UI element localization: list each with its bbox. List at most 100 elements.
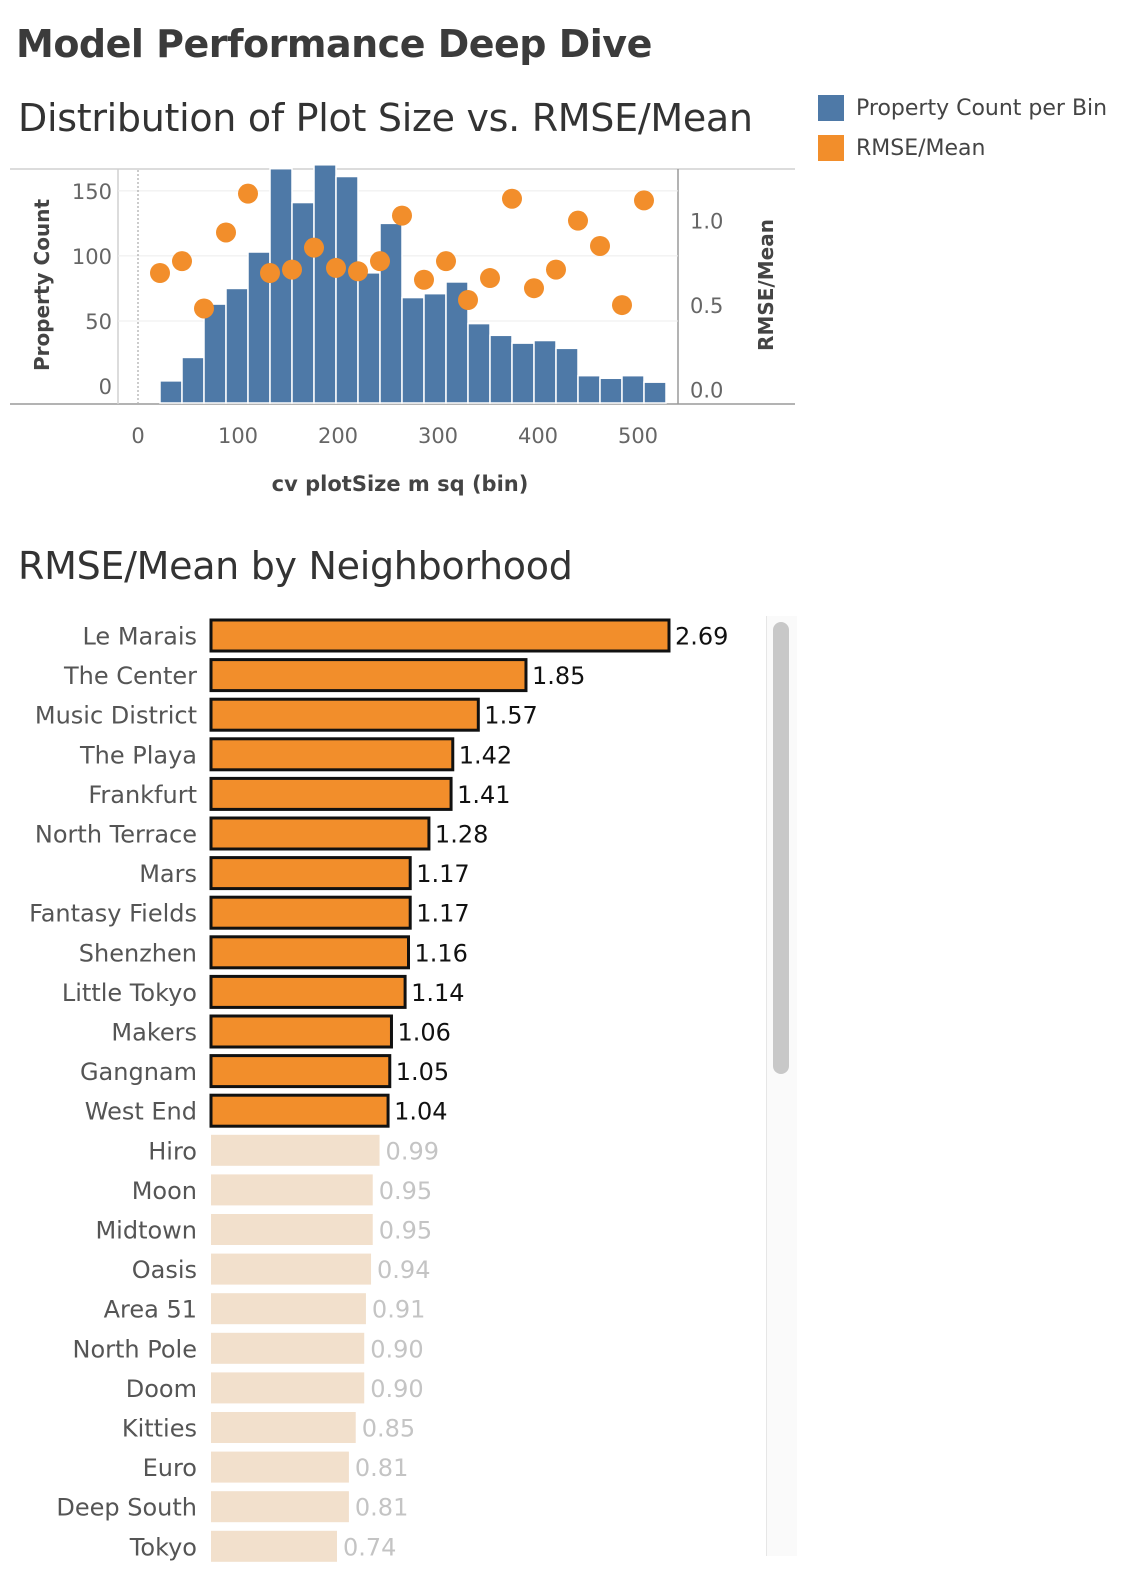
highlighted-bar: [209, 816, 431, 851]
histogram-bar: [621, 374, 645, 404]
category-label: Deep South: [56, 1494, 197, 1522]
value-label: 1.17: [416, 900, 469, 928]
highlighted-bar: [209, 935, 411, 970]
histogram-bar: [511, 342, 535, 404]
x-tick-label: 200: [318, 424, 358, 448]
category-label: The Playa: [79, 741, 197, 769]
rmse-point: [612, 295, 632, 316]
histogram-bar: [203, 303, 227, 404]
bar: [211, 1214, 373, 1245]
category-label: Fantasy Fields: [29, 900, 197, 928]
highlighted-bar: [209, 737, 455, 772]
highlighted-bar: [209, 776, 453, 811]
bar: [211, 1412, 356, 1443]
histogram-bar: [291, 201, 315, 404]
value-label: 0.99: [386, 1137, 439, 1165]
highlighted-bar: [209, 856, 412, 891]
category-label: Euro: [143, 1454, 197, 1482]
category-label: Moon: [132, 1177, 197, 1205]
x-tick-label: 100: [218, 424, 258, 448]
histogram-bar: [489, 334, 513, 404]
y2-axis-title: RMSE/Mean: [754, 219, 778, 351]
y-tick-label: 50: [85, 310, 112, 334]
value-label: 0.95: [379, 1217, 432, 1245]
rmse-point: [458, 290, 478, 311]
category-label: Makers: [111, 1019, 197, 1047]
histogram-title: Distribution of Plot Size vs. RMSE/Mean: [18, 96, 753, 140]
rmse-point: [326, 257, 346, 278]
scrollbar-thumb[interactable]: [773, 622, 789, 1074]
category-label: Midtown: [95, 1217, 197, 1245]
bar: [211, 1134, 380, 1166]
legend-item-property-count[interactable]: Property Count per Bin: [818, 88, 1107, 128]
histogram-bar: [269, 167, 293, 404]
category-label: Shenzhen: [79, 939, 197, 967]
legend-swatch-rmse-mean: [818, 135, 844, 161]
x-tick-label: 500: [618, 424, 658, 448]
value-label: 1.16: [415, 939, 468, 967]
value-label: 0.94: [377, 1256, 430, 1284]
histogram-bar: [357, 272, 381, 404]
value-label: 1.05: [396, 1058, 449, 1086]
highlighted-bar: [209, 1014, 393, 1049]
category-label: Kitties: [122, 1415, 197, 1443]
y-tick-label: 0: [99, 375, 112, 399]
rmse-point: [546, 259, 566, 280]
histogram-bar: [225, 287, 249, 404]
category-label: North Terrace: [35, 821, 197, 849]
rmse-point: [194, 298, 214, 319]
rmse-point: [414, 269, 434, 290]
rmse-point: [502, 188, 522, 209]
histogram-bar: [467, 322, 491, 404]
bar: [211, 1491, 349, 1523]
value-label: 0.90: [370, 1335, 423, 1363]
value-label: 2.69: [675, 623, 728, 651]
category-label: Little Tokyo: [62, 979, 197, 1007]
highlighted-bar: [209, 1093, 390, 1128]
category-label: Le Marais: [82, 623, 197, 651]
histogram-bar: [335, 175, 359, 404]
rmse-point: [480, 268, 500, 289]
category-label: Music District: [35, 702, 197, 730]
legend-swatch-property-count: [818, 95, 844, 121]
bar: [211, 1372, 365, 1404]
y-tick-label: 150: [72, 180, 112, 204]
category-label: Mars: [139, 860, 197, 888]
value-label: 0.81: [355, 1454, 408, 1482]
highlighted-bar: [209, 658, 528, 693]
value-label: 0.85: [362, 1415, 415, 1443]
x-tick-label: 0: [131, 424, 144, 448]
category-label: Oasis: [132, 1256, 197, 1284]
bar: [211, 1451, 349, 1483]
rmse-point: [568, 210, 588, 231]
category-label: West End: [85, 1098, 197, 1126]
histogram-bar: [555, 347, 579, 404]
value-label: 0.81: [355, 1494, 408, 1522]
rmse-point: [436, 251, 456, 272]
category-label: Gangnam: [80, 1058, 197, 1086]
value-label: 1.41: [457, 781, 510, 809]
bar: [211, 1293, 366, 1325]
dashboard-title: Model Performance Deep Dive: [16, 22, 652, 66]
histogram-bar: [599, 377, 623, 404]
y2-tick-label: 0.0: [690, 378, 723, 402]
legend: Property Count per Bin RMSE/Mean: [818, 88, 1107, 168]
rmse-point: [150, 262, 170, 283]
value-label: 1.04: [394, 1098, 447, 1126]
rmse-point: [260, 262, 280, 283]
value-label: 1.57: [484, 702, 537, 730]
highlighted-bar: [209, 618, 671, 653]
highlighted-bar: [209, 974, 407, 1009]
rmse-point: [172, 251, 192, 272]
histogram-chart: 0 50 100 150 0 100 200 300 400 500 0.0 0.5 1.0 cv plo…: [10, 164, 795, 496]
x-axis-title: cv plotSize m sq (bin): [272, 472, 529, 496]
legend-item-rmse-mean[interactable]: RMSE/Mean: [818, 128, 1107, 168]
histogram-bar: [181, 356, 205, 404]
y-axis-title: Property Count: [30, 199, 54, 371]
rmse-point: [634, 190, 654, 211]
value-label: 1.17: [416, 860, 469, 888]
value-label: 1.28: [435, 821, 488, 849]
bar: [211, 1332, 365, 1364]
rmse-point: [304, 237, 324, 258]
highlighted-bar: [209, 1054, 392, 1089]
